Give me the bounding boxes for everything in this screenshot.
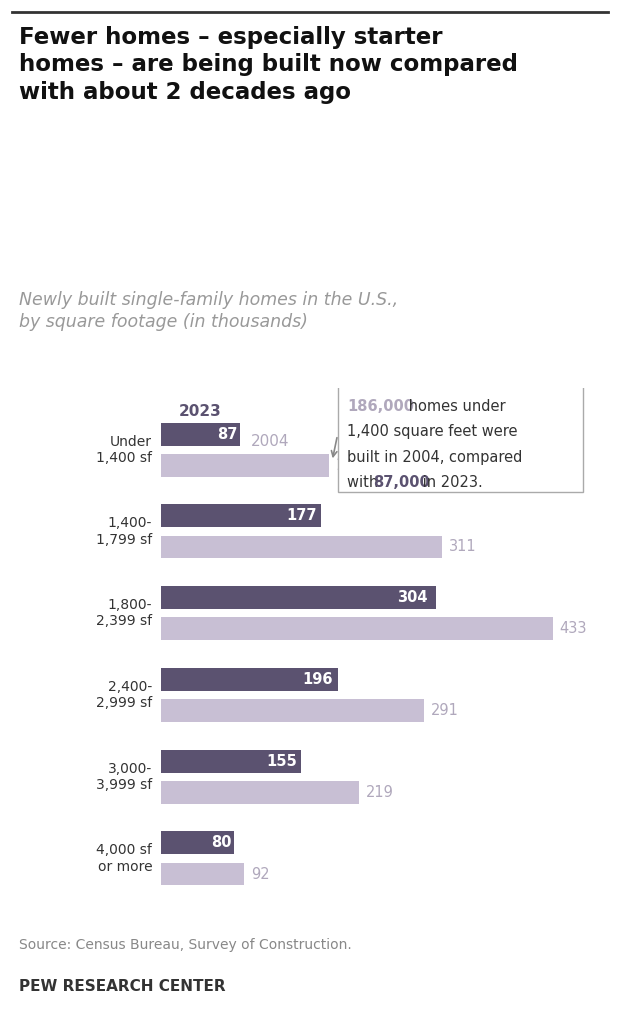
Bar bbox=[161, 668, 339, 691]
Text: 1,800-
2,399 sf: 1,800- 2,399 sf bbox=[96, 598, 152, 629]
Bar bbox=[161, 536, 443, 558]
Text: PEW RESEARCH CENTER: PEW RESEARCH CENTER bbox=[19, 979, 225, 994]
Text: built in 2004, compared: built in 2004, compared bbox=[347, 450, 523, 465]
Text: 92: 92 bbox=[250, 867, 269, 882]
Text: 219: 219 bbox=[366, 785, 394, 800]
Bar bbox=[161, 863, 244, 885]
Text: 433: 433 bbox=[559, 621, 587, 637]
Text: 2023: 2023 bbox=[179, 405, 222, 419]
Text: 1,400-
1,799 sf: 1,400- 1,799 sf bbox=[96, 516, 152, 547]
Text: Newly built single-family homes in the U.S.,
by square footage (in thousands): Newly built single-family homes in the U… bbox=[19, 291, 397, 331]
Text: 4,000 sf
or more: 4,000 sf or more bbox=[96, 843, 152, 874]
Bar bbox=[161, 750, 301, 773]
Text: 2004: 2004 bbox=[251, 434, 290, 450]
Text: 291: 291 bbox=[431, 703, 459, 718]
Bar bbox=[161, 781, 359, 803]
Text: Under
1,400 sf: Under 1,400 sf bbox=[96, 434, 152, 465]
Text: 311: 311 bbox=[449, 540, 476, 555]
Bar bbox=[161, 587, 436, 609]
Text: 304: 304 bbox=[397, 590, 428, 605]
Text: homes under: homes under bbox=[404, 399, 505, 414]
Bar bbox=[161, 617, 552, 640]
Text: 80: 80 bbox=[211, 835, 231, 850]
Text: with: with bbox=[347, 475, 383, 490]
Bar bbox=[161, 699, 424, 722]
Text: 186,000: 186,000 bbox=[347, 399, 414, 414]
Text: 1,400 square feet were: 1,400 square feet were bbox=[347, 424, 518, 439]
Text: 87: 87 bbox=[217, 426, 237, 442]
Text: 196: 196 bbox=[303, 671, 333, 687]
Text: 186: 186 bbox=[335, 458, 363, 473]
Bar bbox=[161, 832, 234, 854]
Bar bbox=[161, 454, 329, 476]
Bar bbox=[161, 423, 240, 446]
Text: 155: 155 bbox=[267, 753, 297, 769]
Text: Source: Census Bureau, Survey of Construction.: Source: Census Bureau, Survey of Constru… bbox=[19, 938, 352, 953]
Bar bbox=[161, 505, 321, 527]
FancyBboxPatch shape bbox=[337, 376, 583, 493]
Text: 2,400-
2,999 sf: 2,400- 2,999 sf bbox=[96, 680, 152, 710]
Text: in 2023.: in 2023. bbox=[418, 475, 483, 490]
Text: 87,000: 87,000 bbox=[373, 475, 430, 490]
Text: 3,000-
3,999 sf: 3,000- 3,999 sf bbox=[96, 761, 152, 792]
Text: Fewer homes – especially starter
homes – are being built now compared
with about: Fewer homes – especially starter homes –… bbox=[19, 26, 518, 103]
Text: 177: 177 bbox=[286, 508, 316, 523]
